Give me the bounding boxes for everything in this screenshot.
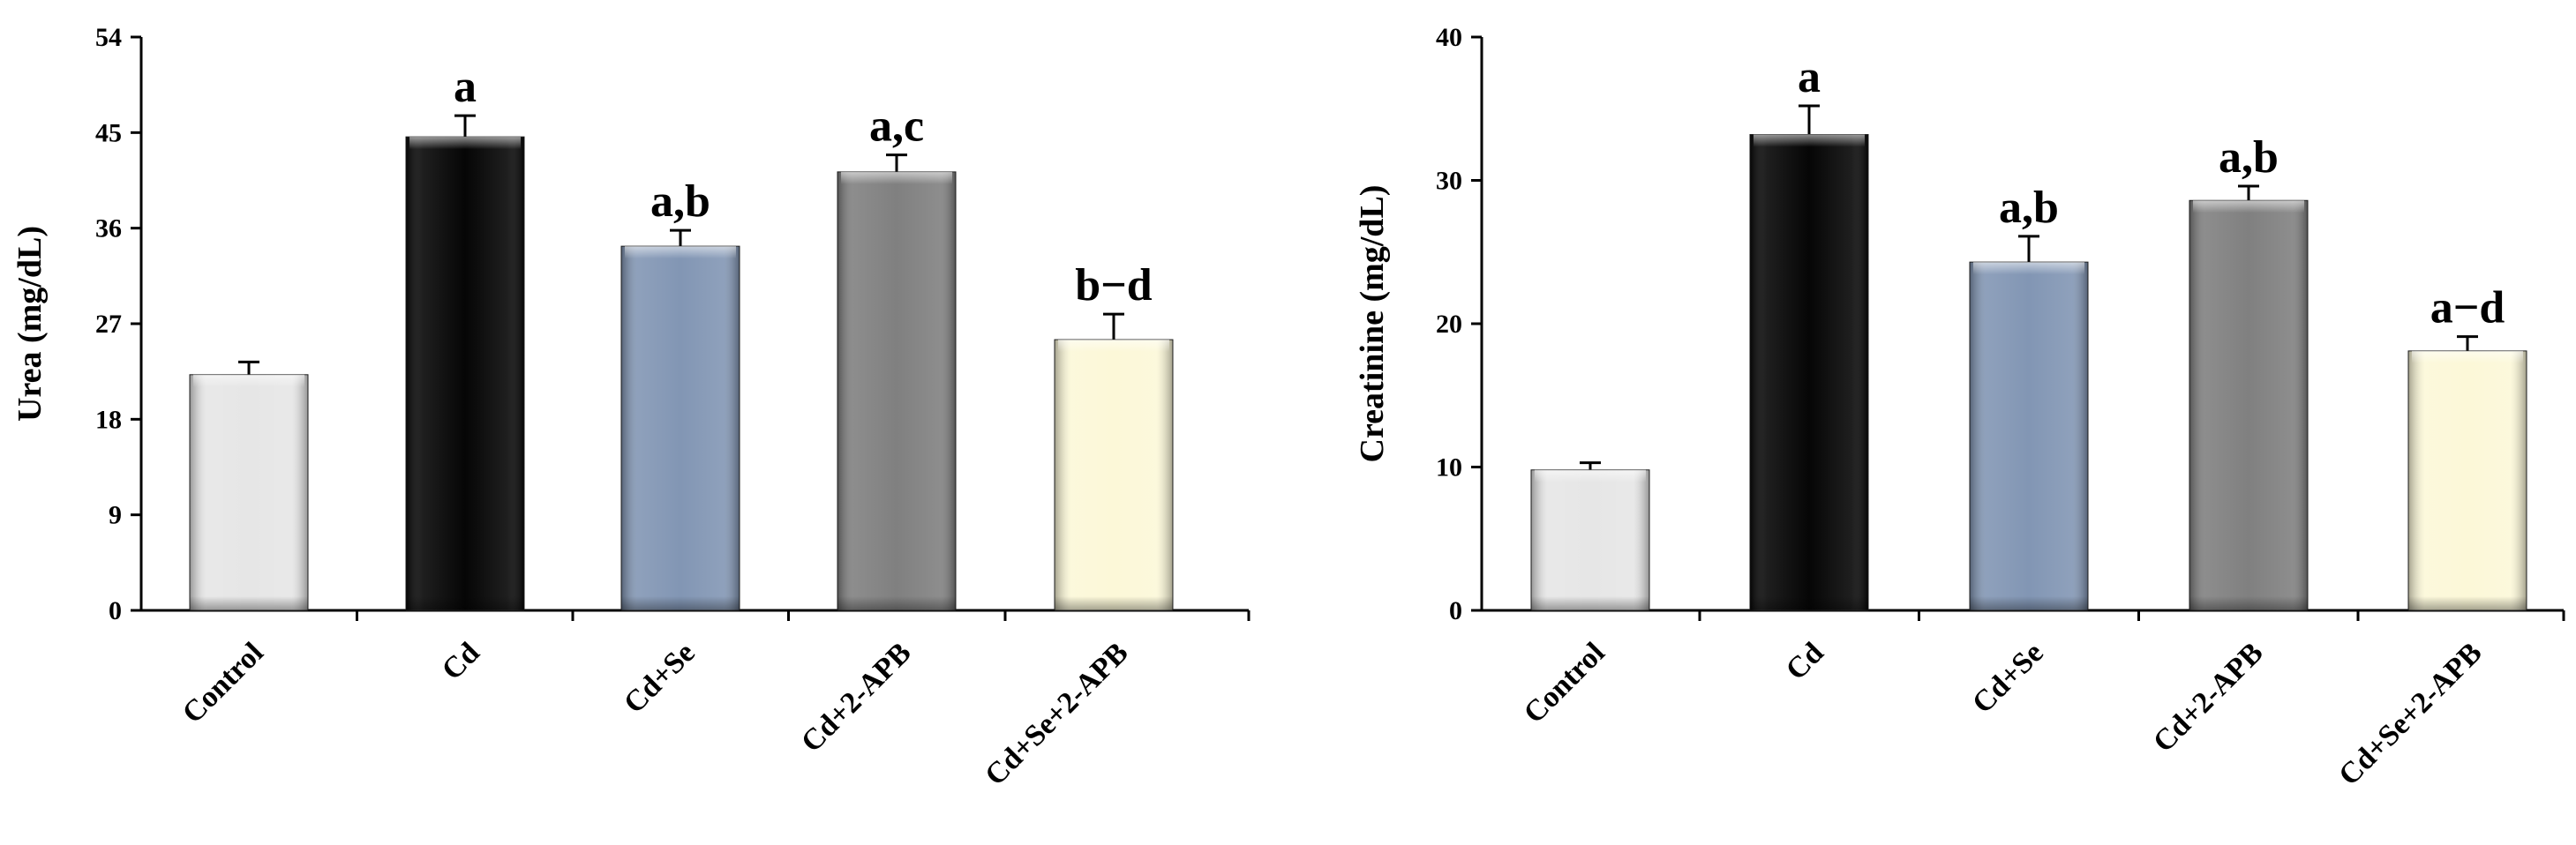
bar-top-highlight: [841, 171, 952, 184]
y-tick-label: 20: [1436, 310, 1462, 339]
bar-shading: [1750, 134, 1868, 610]
bar-bottom-shade: [1750, 596, 1868, 610]
bar-top-highlight: [193, 374, 304, 387]
bar-top-highlight: [1535, 469, 1646, 482]
significance-label: a−d: [2430, 283, 2505, 333]
bar-bottom-shade: [1531, 596, 1649, 610]
significance-label: b−d: [1075, 260, 1153, 310]
y-tick-label: 45: [95, 118, 122, 147]
y-tick-label: 9: [109, 501, 122, 530]
category-label: Cd: [1780, 636, 1830, 686]
bar-shading: [190, 374, 308, 610]
category-label: Cd+2-APB: [795, 636, 918, 759]
bar-bottom-shade: [837, 596, 956, 610]
bar-shading: [621, 246, 740, 610]
category-label: Cd+Se+2-APB: [2332, 636, 2488, 791]
significance-label: a,b: [1999, 183, 2059, 233]
significance-label: a,c: [869, 101, 924, 152]
category-label: Cd+2-APB: [2147, 636, 2270, 759]
bar-3: a,c: [837, 101, 957, 611]
bar-4: b−d: [1054, 260, 1174, 611]
y-tick-label: 30: [1436, 167, 1462, 196]
y-tick-label: 54: [95, 23, 122, 52]
bar-2: a,b: [1969, 183, 2089, 611]
bar-shading: [1055, 340, 1173, 610]
bar-top-highlight: [409, 137, 521, 150]
bar-shading: [1531, 469, 1649, 610]
bar-top-highlight: [625, 246, 736, 259]
y-tick-label: 40: [1436, 23, 1462, 52]
bar-bottom-shade: [621, 596, 740, 610]
y-tick-label: 27: [95, 310, 122, 339]
chart-panel-2: 0 10 20 30 40 Creatinine (mg/dL) Control a Cd a,b…: [1354, 23, 2565, 792]
bar-top-highlight: [2193, 200, 2304, 213]
chart-panel-1: 0 9 18 27 36 45 54 Urea (mg/dL) Control a Cd a,b Cd+…: [11, 23, 1250, 792]
bar-bottom-shade: [2408, 596, 2527, 610]
category-label: Control: [1518, 636, 1611, 729]
category-label: Cd: [436, 636, 486, 686]
significance-label: a: [454, 62, 477, 112]
bar-top-highlight: [1754, 134, 1865, 147]
bar-4: a−d: [2407, 283, 2527, 611]
bar-top-highlight: [1058, 340, 1169, 353]
category-label: Cd+Se+2-APB: [979, 636, 1134, 791]
y-tick-label: 10: [1436, 453, 1462, 482]
bar-shading: [837, 171, 956, 611]
y-tick-label: 0: [1449, 596, 1462, 625]
bar-shading: [2408, 350, 2527, 610]
bar-0: [1530, 461, 1650, 611]
bar-bottom-shade: [2189, 596, 2308, 610]
category-label: Cd+Se: [618, 636, 702, 720]
bar-shading: [1970, 262, 2088, 610]
bar-1: a: [405, 62, 525, 611]
bar-2: a,b: [620, 176, 740, 611]
bar-top-highlight: [2412, 350, 2523, 363]
bar-1: a: [1749, 52, 1869, 611]
bar-shading: [2189, 200, 2308, 610]
bar-bottom-shade: [190, 596, 308, 610]
category-label: Cd+Se: [1966, 636, 2050, 720]
bar-3: a,b: [2189, 132, 2309, 611]
y-axis-title: Urea (mg/dL): [11, 226, 49, 422]
bar-shading: [406, 137, 524, 611]
bar-bottom-shade: [406, 596, 524, 610]
y-tick-label: 18: [95, 405, 122, 434]
significance-label: a,b: [2219, 132, 2279, 183]
bar-bottom-shade: [1055, 596, 1173, 610]
significance-label: a: [1798, 52, 1821, 102]
category-label: Control: [176, 636, 270, 729]
bar-0: [189, 360, 309, 611]
bar-top-highlight: [1973, 262, 2084, 275]
y-axis-title: Creatinine (mg/dL): [1354, 185, 1391, 463]
bar-bottom-shade: [1970, 596, 2088, 610]
significance-label: a,b: [650, 176, 710, 227]
y-tick-label: 0: [109, 596, 122, 625]
y-tick-label: 36: [95, 214, 122, 243]
